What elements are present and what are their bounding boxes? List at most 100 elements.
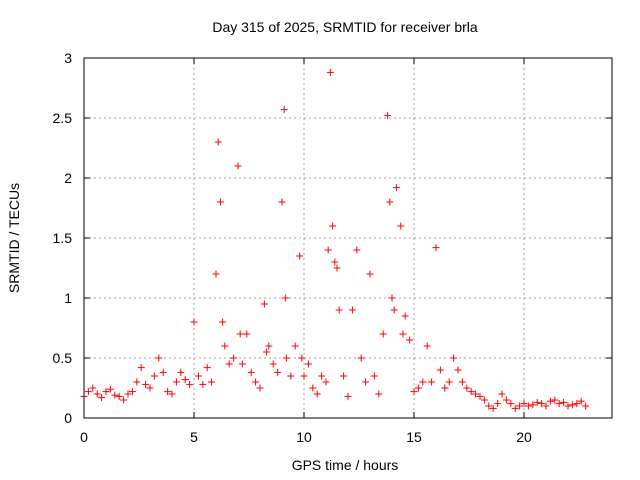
y-tick-label: 3	[64, 50, 72, 66]
y-axis-label: SRMTID / TECUs	[6, 183, 22, 293]
data-point-marker	[463, 384, 471, 392]
data-point-marker	[542, 402, 550, 410]
data-point-marker	[252, 378, 260, 386]
data-point-marker	[577, 397, 585, 405]
data-point-marker	[280, 106, 288, 114]
data-point-marker	[401, 312, 409, 320]
data-point-marker	[214, 138, 222, 146]
data-point-marker	[384, 112, 392, 120]
data-point-marker	[115, 392, 123, 400]
data-point-marker	[120, 396, 128, 404]
data-point-marker	[375, 390, 383, 398]
data-point-marker	[467, 388, 475, 396]
data-point-marker	[236, 330, 244, 338]
data-point-marker	[390, 306, 398, 314]
data-point-marker	[516, 402, 524, 410]
data-point-marker	[533, 398, 541, 406]
y-tick-label: 1	[64, 290, 72, 306]
data-point-marker	[324, 246, 332, 254]
data-point-marker	[388, 294, 396, 302]
data-point-marker	[243, 330, 251, 338]
data-point-marker	[265, 342, 273, 350]
data-point-marker	[142, 380, 150, 388]
data-point-marker	[366, 270, 374, 278]
data-point-marker	[441, 384, 449, 392]
data-point-marker	[177, 368, 185, 376]
data-point-marker	[221, 342, 229, 350]
x-axis-label: GPS time / hours	[292, 457, 399, 473]
data-point-marker	[84, 388, 92, 396]
data-point-marker	[304, 360, 312, 368]
data-point-marker	[263, 348, 271, 356]
data-point-marker	[199, 380, 207, 388]
data-point-marker	[511, 404, 519, 412]
data-point-marker	[335, 306, 343, 314]
plot-frame	[83, 57, 613, 419]
data-point-marker	[190, 318, 198, 326]
data-point-marker	[329, 222, 337, 230]
data-point-marker	[414, 384, 422, 392]
data-point-marker	[399, 330, 407, 338]
data-point-marker	[436, 366, 444, 374]
data-point-marker	[362, 378, 370, 386]
y-tick-label: 2	[64, 170, 72, 186]
data-point-marker	[379, 330, 387, 338]
data-point-marker	[155, 354, 163, 362]
data-point-marker	[309, 384, 317, 392]
data-point-marker	[102, 388, 110, 396]
data-point-marker	[208, 378, 216, 386]
data-point-marker	[256, 384, 264, 392]
data-point-marker	[260, 300, 268, 308]
data-point-marker	[93, 390, 101, 398]
data-point-marker	[164, 388, 172, 396]
data-point-marker	[397, 222, 405, 230]
data-point-marker	[225, 360, 233, 368]
x-tick-label: 5	[190, 429, 198, 445]
data-point-marker	[194, 372, 202, 380]
data-point-marker	[181, 376, 189, 384]
data-point-marker	[333, 264, 341, 272]
data-point-marker	[485, 402, 493, 410]
data-point-marker	[555, 400, 563, 408]
x-tick-label: 15	[406, 429, 422, 445]
y-tick-label: 0	[64, 410, 72, 426]
data-point-marker	[410, 388, 418, 396]
data-point-marker	[203, 364, 211, 372]
data-point-marker	[432, 244, 440, 252]
data-point-marker	[322, 378, 330, 386]
data-point-marker	[340, 372, 348, 380]
chart-title: Day 315 of 2025, SRMTID for receiver brl…	[212, 19, 478, 35]
data-point-marker	[386, 198, 394, 206]
data-point-marker	[298, 354, 306, 362]
data-point-marker	[159, 368, 167, 376]
data-point-marker	[124, 390, 132, 398]
x-tick-label: 0	[80, 429, 88, 445]
data-point-marker	[269, 360, 277, 368]
data-point-marker	[423, 342, 431, 350]
y-tick-label: 0.5	[53, 350, 73, 366]
y-tick-label: 1.5	[53, 230, 73, 246]
data-point-marker	[98, 394, 106, 402]
data-point-marker	[450, 354, 458, 362]
data-point-marker	[529, 401, 537, 409]
data-point-marker	[234, 162, 242, 170]
data-point-marker	[344, 392, 352, 400]
data-point-marker	[568, 401, 576, 409]
data-point-marker	[458, 378, 466, 386]
data-point-marker	[494, 400, 502, 408]
data-point-marker	[278, 198, 286, 206]
data-point-marker	[370, 372, 378, 380]
data-point-marker	[551, 396, 559, 404]
x-tick-label: 20	[516, 429, 532, 445]
data-point-marker	[520, 400, 528, 408]
data-point-marker	[538, 400, 546, 408]
data-point-marker	[300, 372, 308, 380]
data-point-marker	[111, 391, 119, 399]
data-point-marker	[480, 396, 488, 404]
data-point-marker	[498, 390, 506, 398]
data-point-marker	[128, 388, 136, 396]
data-point-marker	[318, 372, 326, 380]
data-point-marker	[502, 396, 510, 404]
data-point-marker	[357, 354, 365, 362]
